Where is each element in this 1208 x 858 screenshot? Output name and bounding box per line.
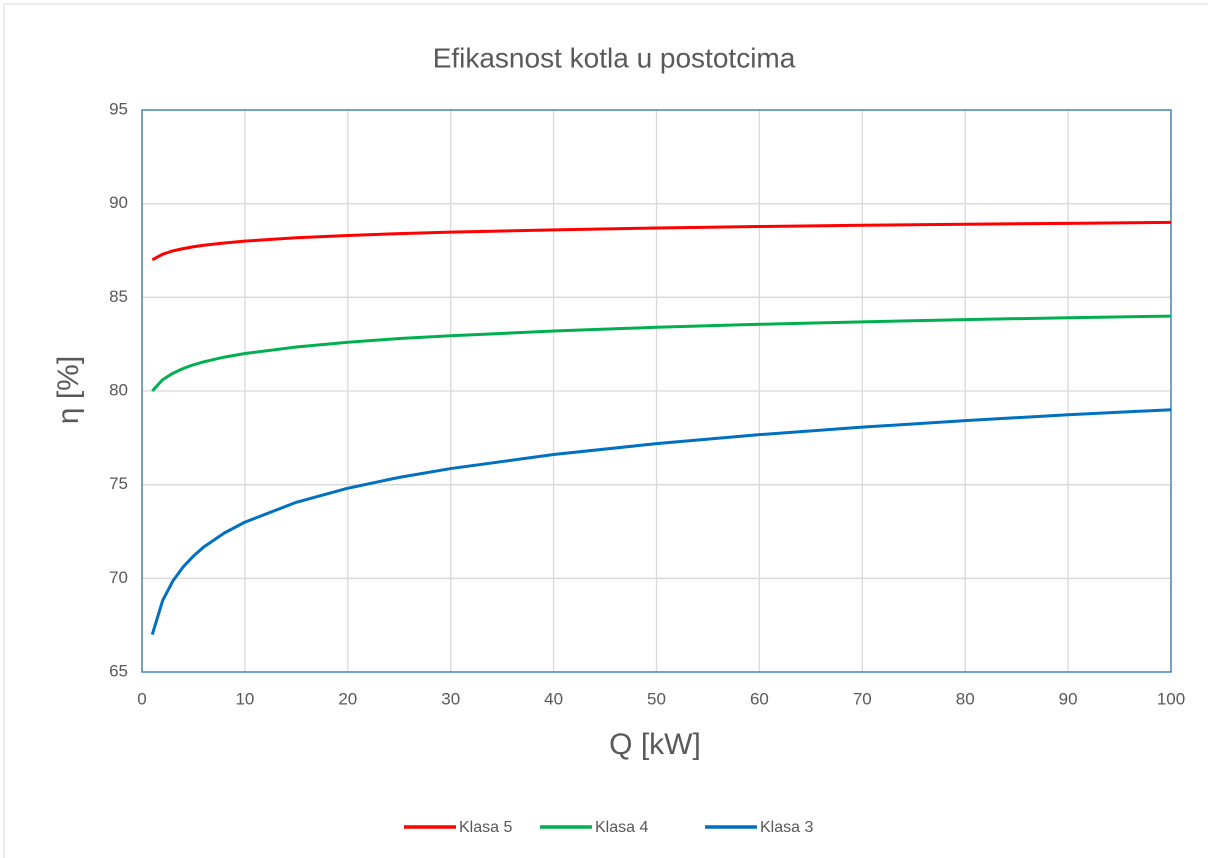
y-tick-label: 65 xyxy=(109,661,128,680)
y-axis-label: η [%] xyxy=(52,356,85,424)
y-tick-label: 85 xyxy=(109,287,128,306)
legend-label: Klasa 4 xyxy=(595,819,648,836)
legend-label: Klasa 3 xyxy=(760,819,813,836)
y-tick-label: 70 xyxy=(109,568,128,587)
x-tick-label: 20 xyxy=(338,689,357,708)
y-tick-label: 90 xyxy=(109,193,128,212)
x-axis-label: Q [kW] xyxy=(609,728,701,761)
chart-title: Efikasnost kotla u postotcima xyxy=(433,42,796,73)
legend-label: Klasa 5 xyxy=(459,819,512,836)
x-tick-label: 70 xyxy=(853,689,872,708)
chart-border xyxy=(3,3,1208,858)
series-line xyxy=(151,314,1172,393)
x-tick-label: 50 xyxy=(647,689,666,708)
x-tick-label: 80 xyxy=(956,689,975,708)
y-tick-label: 75 xyxy=(109,474,128,493)
plot-frame xyxy=(141,109,1172,673)
x-tick-label: 100 xyxy=(1157,689,1185,708)
x-tick-label: 0 xyxy=(137,689,146,708)
y-tick-label: 95 xyxy=(109,99,128,118)
x-tick-label: 30 xyxy=(441,689,460,708)
x-tick-label: 40 xyxy=(544,689,563,708)
x-tick-label: 10 xyxy=(235,689,254,708)
x-tick-label: 60 xyxy=(750,689,769,708)
series-line xyxy=(150,408,1172,635)
series-line xyxy=(151,220,1172,262)
y-tick-label: 80 xyxy=(109,380,128,399)
x-tick-label: 90 xyxy=(1059,689,1078,708)
